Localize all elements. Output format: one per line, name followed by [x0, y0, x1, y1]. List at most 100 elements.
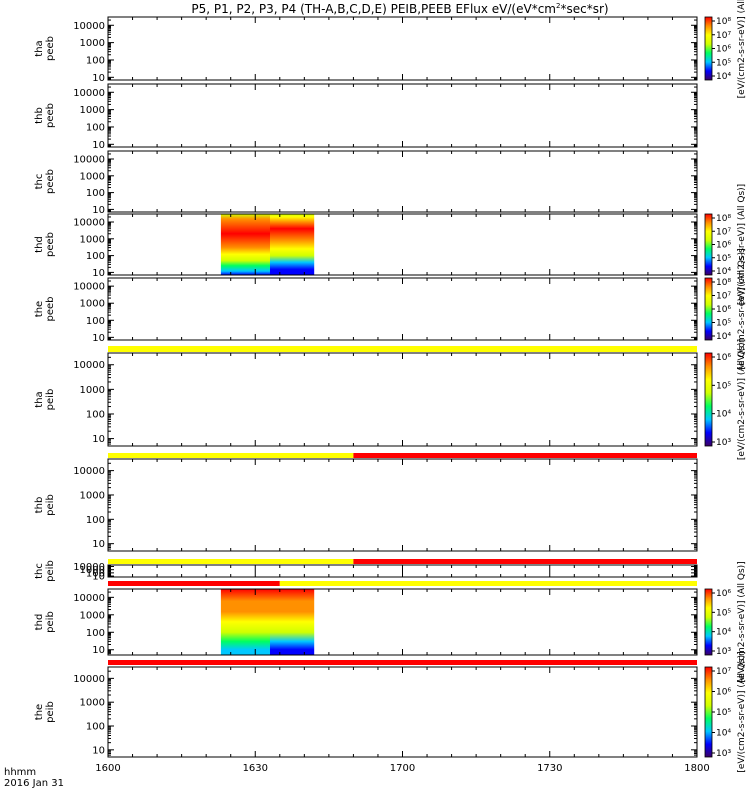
heatmap-block-thd-peib-1	[270, 589, 315, 655]
ytick-label-thc-peib: 10	[92, 572, 105, 583]
colorbar-tick-label: 10⁵	[716, 58, 731, 68]
colorbar-tick-label: 10⁶	[716, 305, 731, 315]
colorbar-tick-label: 10⁷	[716, 292, 731, 302]
colorbar-tick-label: 10⁴	[716, 729, 731, 739]
panel-frame-thd-peib	[107, 588, 698, 656]
ytick-label-tha-peeb: 100	[86, 56, 105, 67]
ytick-label-thd-peib: 10000	[73, 593, 105, 604]
ytick-label-thc-peib: 100	[86, 568, 105, 579]
colorbar-tick-label: 10⁶	[716, 45, 731, 55]
flag-bar-thb-peib-yellow	[108, 559, 354, 564]
ytick-label-tha-peib: 1000	[80, 385, 105, 396]
xtick-label: 1600	[95, 763, 120, 774]
xtick-label: 1700	[390, 763, 415, 774]
flag-bar-tha-peib-yellow	[108, 453, 354, 458]
panel-ylabel-thd-peib: thd	[34, 614, 45, 631]
ytick-label-thd-peeb: 10	[92, 268, 105, 279]
ytick-label-thb-peeb: 10	[92, 140, 105, 151]
flag-bar-thb-peib-red	[353, 559, 697, 564]
colorbar-tick-label: 10³	[716, 749, 731, 759]
panel-ylabel-the-peib: the	[34, 704, 45, 720]
flag-bar-thd-peib-red	[108, 660, 697, 665]
panel-frame-thc-peeb	[107, 150, 698, 213]
colorbar-tick-label: 10⁵	[716, 608, 731, 618]
colorbar-tick-label: 10⁷	[716, 667, 731, 677]
ytick-label-thb-peeb: 100	[86, 123, 105, 134]
colorbar-tha-peeb	[704, 16, 713, 81]
panel-ylabel-tha-peeb: tha	[34, 40, 45, 56]
heatmap-block-thd-peeb-1	[270, 214, 315, 275]
colorbar-tick-label: 10⁸	[716, 214, 731, 224]
panel-frame-tha-peeb	[107, 16, 698, 81]
colorbar-tick-label: 10⁸	[716, 17, 731, 27]
flag-bar-tha-peib-red	[353, 453, 697, 458]
ytick-label-thd-peeb: 100	[86, 251, 105, 262]
ytick-label-the-peeb: 100	[86, 316, 105, 327]
panel-ylabel-thb-peeb: peeb	[45, 103, 56, 128]
panel-ylabel-tha-peib: tha	[34, 391, 45, 407]
colorbar-tick-label: 10⁴	[716, 332, 731, 342]
ytick-label-tha-peeb: 1000	[80, 38, 105, 49]
colorbar-tick-label: 10⁶	[716, 589, 731, 599]
ytick-label-thb-peib: 1000	[80, 491, 105, 502]
xtick-label: 1730	[537, 763, 562, 774]
colorbar-label-tha-peib: [eV/(cm2-s-sr-eV)] (All Qs)]	[737, 339, 747, 460]
panel-frame-thb-peib	[107, 458, 698, 552]
ytick-label-thb-peeb: 10000	[73, 88, 105, 99]
ytick-label-the-peib: 10000	[73, 674, 105, 685]
flag-bar-thc-peib-red	[108, 581, 280, 586]
colorbar-tick-label: 10³	[716, 438, 731, 448]
heatmap-block-thd-peib-0	[220, 589, 270, 655]
ytick-label-tha-peib: 100	[86, 410, 105, 421]
colorbar-tick-label: 10³	[716, 647, 731, 657]
ytick-label-thc-peeb: 1000	[80, 171, 105, 182]
ytick-label-thd-peib: 100	[86, 628, 105, 639]
colorbar-tick-label: 10⁵	[716, 254, 731, 264]
footer-units-label: hhmm	[4, 767, 36, 778]
panel-ylabel-thc-peeb: peeb	[45, 169, 56, 194]
ytick-label-the-peib: 100	[86, 722, 105, 733]
colorbar-tick-label: 10⁴	[716, 267, 731, 277]
flag-bar-the-peeb-yellow	[108, 346, 697, 352]
panel-ylabel-the-peib: peib	[45, 701, 56, 723]
panel-frame-the-peib	[107, 666, 698, 758]
ytick-label-tha-peib: 10000	[73, 360, 105, 371]
panel-ylabel-tha-peeb: peeb	[45, 36, 56, 61]
ytick-label-the-peeb: 10000	[73, 282, 105, 293]
footer-date-label: 2016 Jan 31	[4, 778, 64, 789]
colorbar-tick-label: 10⁵	[716, 381, 731, 391]
title-text-start: P5, P1, P2, P3, P4 (TH-A,B,C,D,E) PEIB,P…	[191, 2, 556, 16]
ytick-label-the-peeb: 1000	[80, 299, 105, 310]
panel-ylabel-the-peeb: peeb	[45, 297, 56, 322]
ytick-label-the-peib: 10	[92, 745, 105, 756]
panel-ylabel-thd-peib: peib	[45, 611, 56, 633]
ytick-label-thb-peib: 10000	[73, 466, 105, 477]
ytick-label-the-peib: 1000	[80, 698, 105, 709]
ytick-label-tha-peeb: 10	[92, 73, 105, 84]
ytick-label-the-peeb: 10	[92, 333, 105, 344]
xtick-label: 1800	[684, 763, 709, 774]
ytick-label-tha-peib: 10	[92, 434, 105, 445]
colorbar-thd-peeb	[704, 213, 713, 276]
title-text-end: *sec*sr)	[560, 2, 609, 16]
panel-ylabel-thc-peib: peib	[45, 560, 56, 582]
flag-bar-thc-peib-yellow	[279, 581, 697, 586]
colorbar-tha-peib	[704, 352, 713, 447]
ytick-label-thc-peeb: 100	[86, 188, 105, 199]
panel-ylabel-thc-peib: thc	[34, 563, 45, 579]
heatmap-block-thd-peeb-0	[220, 214, 270, 275]
colorbar-tick-label: 10⁷	[716, 31, 731, 41]
panel-ylabel-thd-peeb: thd	[34, 236, 45, 253]
ytick-label-thc-peeb: 10	[92, 205, 105, 216]
page-title: P5, P1, P2, P3, P4 (TH-A,B,C,D,E) PEIB,P…	[95, 2, 705, 16]
panel-ylabel-thb-peeb: thb	[34, 107, 45, 124]
colorbar-thd-peib	[704, 588, 713, 656]
panel-ylabel-the-peeb: the	[34, 301, 45, 317]
ytick-label-thd-peeb: 10000	[73, 218, 105, 229]
colorbar-tick-label: 10⁴	[716, 628, 731, 638]
panel-ylabel-thb-peib: peib	[45, 494, 56, 516]
ytick-label-thc-peib: 1000	[80, 565, 105, 576]
xtick-label: 1630	[243, 763, 268, 774]
ytick-label-thb-peib: 100	[86, 515, 105, 526]
